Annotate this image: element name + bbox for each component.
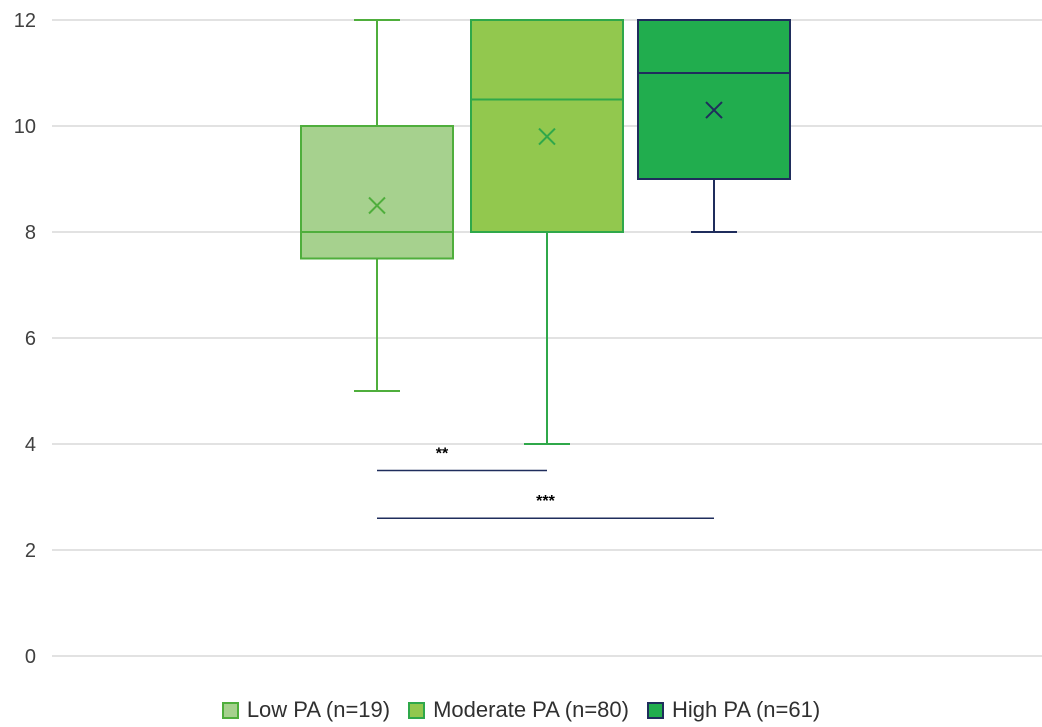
- legend-label-moderate-pa: Moderate PA (n=80): [433, 697, 629, 722]
- legend-swatch-high-pa: [646, 701, 664, 719]
- y-tick-label: 8: [25, 222, 36, 244]
- legend-swatch-moderate-pa: [408, 701, 426, 719]
- significance-label: ***: [536, 493, 555, 510]
- box-high-pa: [637, 19, 791, 180]
- y-tick-label: 12: [14, 10, 36, 32]
- y-tick-label: 10: [14, 116, 36, 138]
- y-tick-label: 6: [25, 328, 36, 350]
- y-tick-label: 4: [25, 434, 36, 456]
- legend-item-low-pa: Low PA (n=19): [221, 697, 391, 723]
- legend-swatch-low-pa: [221, 701, 239, 719]
- box-low-pa: [300, 125, 454, 260]
- significance-label: **: [436, 446, 449, 463]
- legend-item-moderate-pa: Moderate PA (n=80): [408, 697, 629, 723]
- mean-marker-high-pa: [705, 101, 723, 119]
- y-tick-label: 2: [25, 540, 36, 562]
- mean-marker-low-pa: [368, 196, 386, 215]
- box-moderate-pa: [470, 19, 624, 233]
- legend-label-low-pa: Low PA (n=19): [246, 697, 391, 722]
- mean-marker-moderate-pa: [538, 127, 556, 146]
- legend-label-high-pa: High PA (n=61): [671, 697, 821, 722]
- y-tick-label: 0: [25, 646, 36, 668]
- legend-item-high-pa: High PA (n=61): [646, 697, 821, 723]
- legend: Low PA (n=19) Moderate PA (n=80) High PA…: [0, 697, 1042, 723]
